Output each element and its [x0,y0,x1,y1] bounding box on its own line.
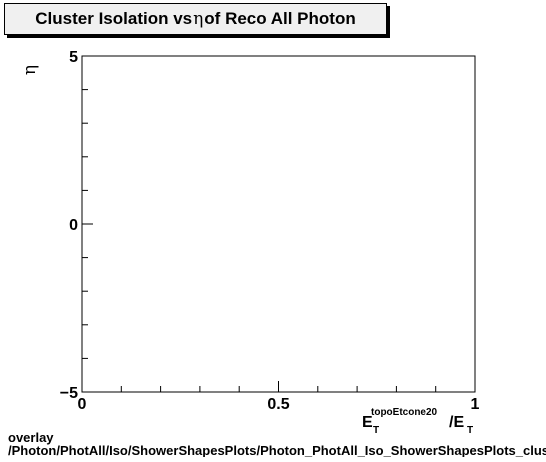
y-tick-label: −5 [60,385,78,402]
x-tick-label: 0 [78,396,87,413]
x-label-sub: T [373,425,379,436]
footer-line-2: /Photon/PhotAll/Iso/ShowerShapesPlots/Ph… [8,443,546,457]
footer-line-1: overlay [8,431,54,445]
x-tick-label: 1 [471,396,480,413]
x-tick-label: 0.5 [267,396,289,413]
y-tick-label: 5 [69,49,78,66]
plot-path-footer: overlay /Photon/PhotAll/Iso/ShowerShapes… [8,431,546,457]
title-text-before: Cluster Isolation vs [35,9,193,28]
x-label-main: E [362,414,373,431]
x-label-tail: /E [449,414,464,431]
plot-frame [81,55,476,393]
title-eta-symbol: η [193,9,204,29]
y-tick-label: 0 [69,217,78,234]
title-text-after: of Reco All Photon [204,9,356,28]
y-axis-label: η [20,65,40,75]
x-label-tail-sub: T [467,425,473,436]
x-label-sup: topoEtcone20 [371,407,438,418]
chart-title: Cluster Isolation vs η of Reco All Photo… [4,3,387,35]
